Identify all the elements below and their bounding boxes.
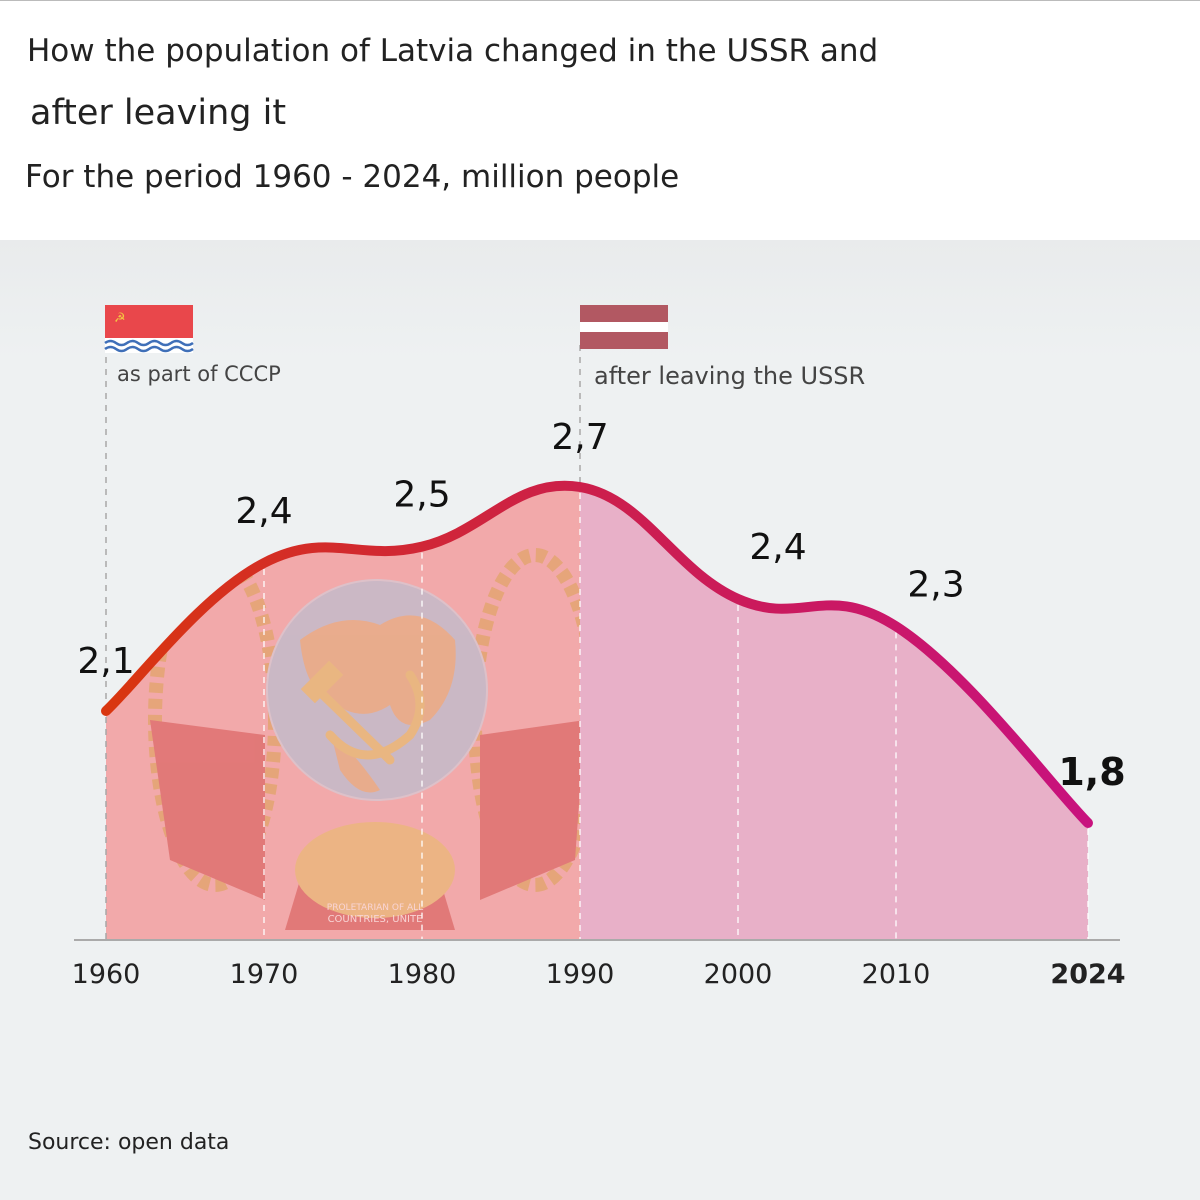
x-tick-label-1970: 1970	[230, 959, 299, 990]
svg-text:☭: ☭	[114, 311, 126, 326]
data-labels: 2,1 2,4 2,5 2,7 2,4 2,3 1,8	[77, 417, 1125, 794]
data-label-2000: 2,4	[749, 527, 806, 568]
vertical-guides	[263, 493, 1089, 940]
x-tick-label-2010: 2010	[862, 959, 931, 990]
x-tick-label-2000: 2000	[704, 959, 773, 990]
data-label-2024: 1,8	[1058, 750, 1125, 794]
data-label-1960: 2,1	[77, 641, 134, 682]
latvia-flag-icon	[580, 305, 668, 349]
x-axis-ticks: 1960 1970 1980 1990 2000 2010 2024	[72, 959, 1126, 990]
chart-title-line-2: after leaving it	[30, 93, 287, 133]
period-label-after: after leaving the USSR	[594, 362, 865, 390]
chart-title-line-1: How the population of Latvia changed in …	[27, 33, 879, 69]
latvian-ssr-flag-icon: ☭	[104, 305, 194, 353]
period-label-ussr: as part of CCCP	[117, 362, 281, 386]
emblem-motto-line-1: PROLETARIAN OF ALL	[327, 903, 423, 913]
population-line	[101, 480, 1093, 828]
area-after-ussr-period	[580, 487, 1088, 940]
ussr-emblem-watermark: PROLETARIAN OF ALL COUNTRIES, UNITE	[148, 548, 580, 930]
data-label-2010: 2,3	[907, 564, 964, 605]
data-label-1990: 2,7	[551, 417, 608, 458]
x-tick-label-1960: 1960	[72, 959, 141, 990]
x-tick-label-2024: 2024	[1050, 959, 1125, 990]
chart-header: How the population of Latvia changed in …	[0, 0, 1200, 241]
emblem-motto-line-2: COUNTRIES, UNITE	[328, 914, 423, 925]
data-label-1970: 2,4	[235, 491, 292, 532]
x-tick-label-1980: 1980	[388, 959, 457, 990]
x-tick-label-1990: 1990	[546, 959, 615, 990]
data-label-1980: 2,5	[393, 475, 450, 516]
chart-subtitle: For the period 1960 - 2024, million peop…	[25, 159, 680, 195]
source-note: Source: open data	[28, 1130, 230, 1155]
